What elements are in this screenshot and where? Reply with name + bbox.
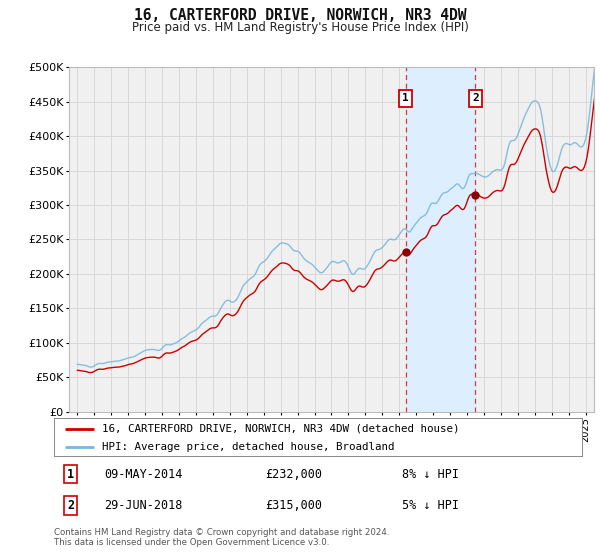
Text: 2: 2 (67, 499, 74, 512)
Text: £315,000: £315,000 (265, 499, 322, 512)
Text: 16, CARTERFORD DRIVE, NORWICH, NR3 4DW: 16, CARTERFORD DRIVE, NORWICH, NR3 4DW (134, 8, 466, 24)
Bar (406, 67, 475, 412)
Text: 8% ↓ HPI: 8% ↓ HPI (403, 468, 460, 480)
Text: 2: 2 (472, 93, 479, 103)
Text: £232,000: £232,000 (265, 468, 322, 480)
Text: Price paid vs. HM Land Registry's House Price Index (HPI): Price paid vs. HM Land Registry's House … (131, 21, 469, 34)
Text: 29-JUN-2018: 29-JUN-2018 (104, 499, 182, 512)
Text: 16, CARTERFORD DRIVE, NORWICH, NR3 4DW (detached house): 16, CARTERFORD DRIVE, NORWICH, NR3 4DW (… (101, 424, 459, 434)
Text: Contains HM Land Registry data © Crown copyright and database right 2024.
This d: Contains HM Land Registry data © Crown c… (54, 528, 389, 547)
Text: 1: 1 (402, 93, 409, 103)
Text: HPI: Average price, detached house, Broadland: HPI: Average price, detached house, Broa… (101, 442, 394, 452)
Text: 1: 1 (67, 468, 74, 480)
Text: 5% ↓ HPI: 5% ↓ HPI (403, 499, 460, 512)
Text: 09-MAY-2014: 09-MAY-2014 (104, 468, 182, 480)
